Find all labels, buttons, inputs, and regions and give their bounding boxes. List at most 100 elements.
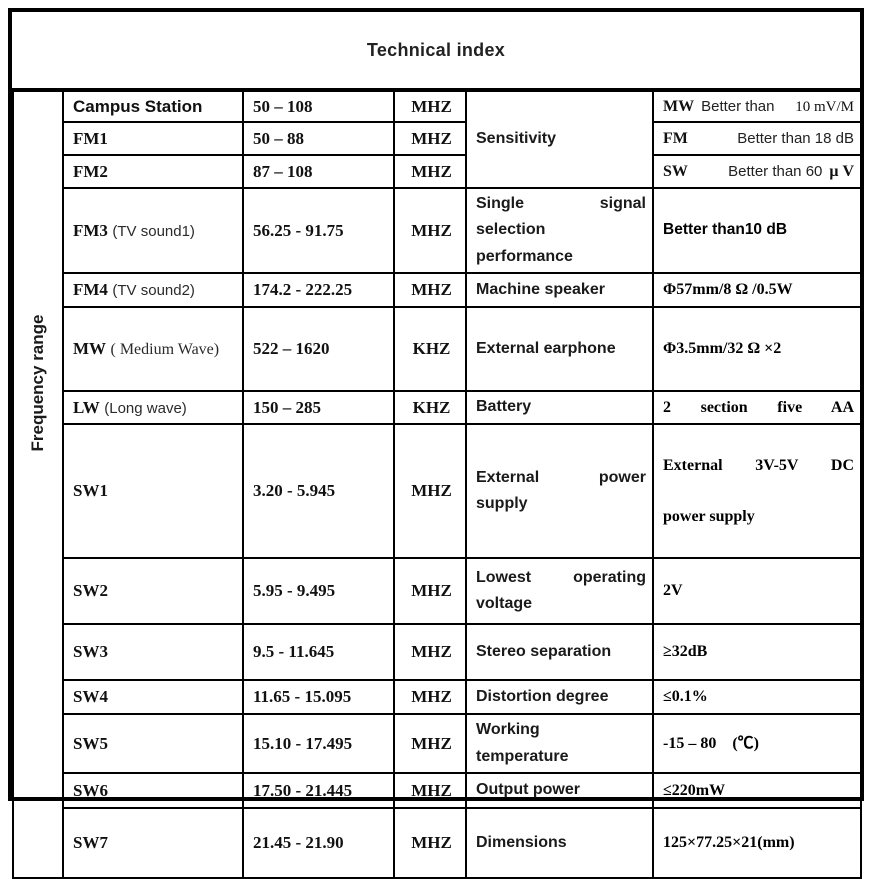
table-row: SW4 11.65 - 15.095 MHZ Distortion degree… bbox=[13, 679, 862, 716]
band-name: SW4 bbox=[73, 687, 108, 707]
band-cell: SW2 bbox=[62, 557, 244, 626]
table-row: SW2 5.95 - 9.495 MHZ Lowest operating vo… bbox=[13, 557, 862, 626]
table-row: LW (Long wave) 150 – 285 KHZ Battery 2 s… bbox=[13, 390, 862, 426]
spec-value-cell: External 3V-5V DC power supply bbox=[652, 423, 862, 560]
sensitivity-mw-text: Better than bbox=[701, 97, 775, 115]
unit-cell: KHZ bbox=[393, 306, 467, 393]
spec-label-cell: Stereo separation bbox=[465, 623, 654, 682]
band-name: SW3 bbox=[73, 642, 108, 662]
band-name: Campus Station bbox=[73, 96, 203, 116]
sensitivity-fm-band: FM bbox=[663, 129, 688, 147]
band-cell: FM1 bbox=[62, 121, 244, 156]
table-row: SW7 21.45 - 21.90 MHZ Dimensions 125×77.… bbox=[13, 807, 862, 879]
band-name: FM4 bbox=[73, 280, 108, 300]
spec-label-cell: Dimensions bbox=[465, 807, 654, 879]
band-cell: FM3 (TV sound1) bbox=[62, 186, 244, 275]
sensitivity-mw-band: MW bbox=[663, 97, 695, 115]
range-cell: 150 – 285 bbox=[242, 390, 395, 426]
unit-cell: MHZ bbox=[393, 121, 467, 156]
band-cell: SW5 bbox=[62, 713, 244, 775]
technical-index-page: Technical index Frequency range Campus S… bbox=[8, 8, 864, 879]
band-cell: MW ( Medium Wave) bbox=[62, 306, 244, 393]
page-title: Technical index bbox=[366, 39, 506, 60]
range-cell: 11.65 - 15.095 bbox=[242, 679, 395, 716]
band-note: (TV sound1) bbox=[112, 222, 195, 240]
range-cell: 50 – 88 bbox=[242, 121, 395, 156]
sensitivity-fm-row: FM Better than 18 dB bbox=[663, 130, 854, 148]
range-cell: 174.2 - 222.25 bbox=[242, 272, 395, 309]
table-row: SW3 9.5 - 11.645 MHZ Stereo separation ≥… bbox=[13, 623, 862, 682]
unit-cell: MHZ bbox=[393, 807, 467, 879]
spec-label-cell: Output power bbox=[465, 772, 654, 810]
spec-value-cell: ≤0.1% bbox=[652, 679, 862, 716]
table-row: FM2 87 – 108 MHZ SW Better than 60 μ V bbox=[13, 154, 862, 189]
unit-cell: MHZ bbox=[393, 90, 467, 123]
unit-cell: MHZ bbox=[393, 772, 467, 810]
spec-label-cell: Sensitivity bbox=[465, 90, 654, 189]
table-row: Frequency range Campus Station 50 – 108 … bbox=[12, 89, 862, 879]
range-cell: 56.25 - 91.75 bbox=[242, 186, 395, 275]
unit-cell: MHZ bbox=[393, 423, 467, 560]
unit-cell: MHZ bbox=[393, 557, 467, 626]
unit-cell: MHZ bbox=[393, 186, 467, 275]
spec-label-cell: Lowest operating voltage bbox=[465, 557, 654, 626]
band-name: MW bbox=[73, 339, 107, 359]
band-name: SW2 bbox=[73, 581, 108, 601]
unit-cell: MHZ bbox=[393, 272, 467, 309]
spec-value-cell: 2 section five AA bbox=[652, 390, 862, 426]
spec-label-cell: External power supply bbox=[465, 423, 654, 560]
table-row: SW5 15.10 - 17.495 MHZ Working temperatu… bbox=[13, 713, 862, 775]
spec-value-cell: 2V bbox=[652, 557, 862, 626]
range-cell: 15.10 - 17.495 bbox=[242, 713, 395, 775]
frequency-range-cell: Frequency range bbox=[12, 89, 64, 879]
band-name: FM3 bbox=[73, 220, 108, 240]
unit-cell: MHZ bbox=[393, 713, 467, 775]
sensitivity-fm-text: Better than 18 dB bbox=[737, 129, 854, 147]
band-cell: SW7 bbox=[62, 807, 244, 879]
band-cell: FM2 bbox=[62, 154, 244, 189]
table-header: Technical index bbox=[12, 12, 860, 90]
table-row: FM3 (TV sound1) 56.25 - 91.75 MHZ Single… bbox=[13, 186, 862, 275]
outer-frame: Technical index Frequency range Campus S… bbox=[8, 8, 864, 879]
table-row: FM1 50 – 88 MHZ FM Better than 18 dB bbox=[13, 121, 862, 156]
band-cell: LW (Long wave) bbox=[62, 390, 244, 426]
band-name: SW7 bbox=[73, 833, 108, 853]
table-row: MW ( Medium Wave) 522 – 1620 KHZ Externa… bbox=[13, 306, 862, 393]
sensitivity-sw-row: SW Better than 60 μ V bbox=[663, 163, 854, 181]
unit-cell: MHZ bbox=[393, 154, 467, 189]
sensitivity-mw-row: MW Better than 10 mV/M bbox=[663, 98, 854, 116]
spec-value-cell: -15 – 80 (℃) bbox=[652, 713, 862, 775]
band-note: (TV sound2) bbox=[112, 282, 195, 300]
frequency-range-label: Frequency range bbox=[28, 314, 47, 451]
table-row: FM4 (TV sound2) 174.2 - 222.25 MHZ Machi… bbox=[13, 272, 862, 309]
band-cell: SW3 bbox=[62, 623, 244, 682]
band-cell: SW4 bbox=[62, 679, 244, 716]
spec-value-line1: External 3V-5V DC bbox=[663, 456, 854, 474]
band-name: SW1 bbox=[73, 481, 108, 501]
spec-value-cell: MW Better than 10 mV/M bbox=[652, 90, 862, 123]
spec-label-cell: Single signal selection performance bbox=[465, 186, 654, 275]
spec-value-cell: Φ3.5mm/32 Ω ×2 bbox=[652, 306, 862, 393]
band-name: FM1 bbox=[73, 128, 108, 148]
band-cell: SW1 bbox=[62, 423, 244, 560]
unit-cell: MHZ bbox=[393, 623, 467, 682]
sensitivity-sw-value: μ V bbox=[829, 162, 854, 180]
spec-value-cell: Better than10 dB bbox=[652, 186, 862, 275]
spec-table: Frequency range Campus Station 50 – 108 … bbox=[12, 89, 862, 879]
spec-label-cell: Battery bbox=[465, 390, 654, 426]
range-cell: 87 – 108 bbox=[242, 154, 395, 189]
spec-value-line2: power supply bbox=[663, 507, 755, 525]
sensitivity-mw-value: 10 mV/M bbox=[795, 98, 854, 115]
spec-label-cell: Working temperature bbox=[465, 713, 654, 775]
range-cell: 5.95 - 9.495 bbox=[242, 557, 395, 626]
range-cell: 21.45 - 21.90 bbox=[242, 807, 395, 879]
range-cell: 522 – 1620 bbox=[242, 306, 395, 393]
band-cell: FM4 (TV sound2) bbox=[62, 272, 244, 309]
band-name: LW bbox=[73, 397, 100, 417]
band-name: FM2 bbox=[73, 161, 108, 181]
band-note: (Long wave) bbox=[104, 399, 187, 417]
band-name: SW5 bbox=[73, 733, 108, 753]
table-row: SW1 3.20 - 5.945 MHZ External power supp… bbox=[13, 423, 862, 560]
band-cell: Campus Station bbox=[62, 90, 244, 123]
spec-value-cell: Φ57mm/8 Ω /0.5W bbox=[652, 272, 862, 309]
